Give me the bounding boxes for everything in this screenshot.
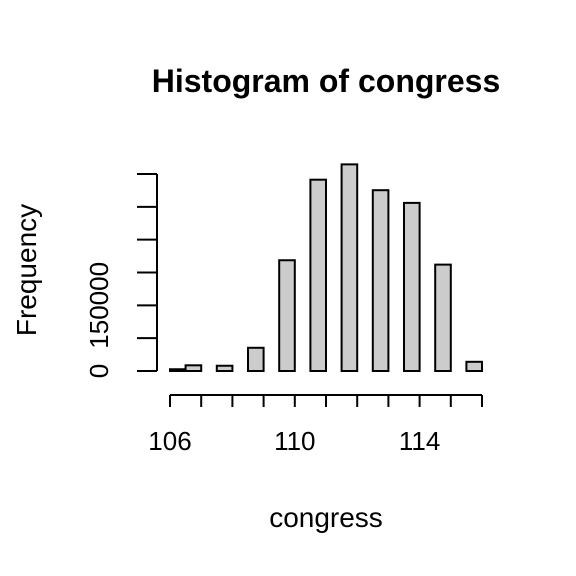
x-axis-title: congress [269, 502, 383, 533]
y-axis-title: Frequency [11, 204, 42, 336]
histogram-bar [403, 201, 421, 372]
x-tick-label: 106 [148, 426, 191, 456]
histogram-bar [278, 259, 296, 372]
histogram-bar [309, 178, 327, 372]
x-axis: 106 110 114 [148, 394, 483, 456]
histogram-bar [465, 360, 483, 373]
chart-title: Histogram of congress [152, 63, 501, 99]
y-tick-label: 0 [84, 364, 114, 378]
histogram-bar [169, 368, 187, 373]
bars-group [169, 163, 483, 373]
histogram-bar [434, 263, 452, 372]
histogram-bar [371, 189, 390, 372]
x-tick-label: 114 [399, 426, 440, 456]
histogram-bar [215, 364, 234, 373]
x-tick-label: 110 [274, 426, 315, 456]
y-axis: 0 150000 [84, 173, 158, 378]
histogram-bar [340, 163, 359, 372]
y-tick-label: 150000 [84, 262, 114, 349]
histogram-bar [247, 346, 265, 373]
histogram-bar [184, 364, 203, 373]
